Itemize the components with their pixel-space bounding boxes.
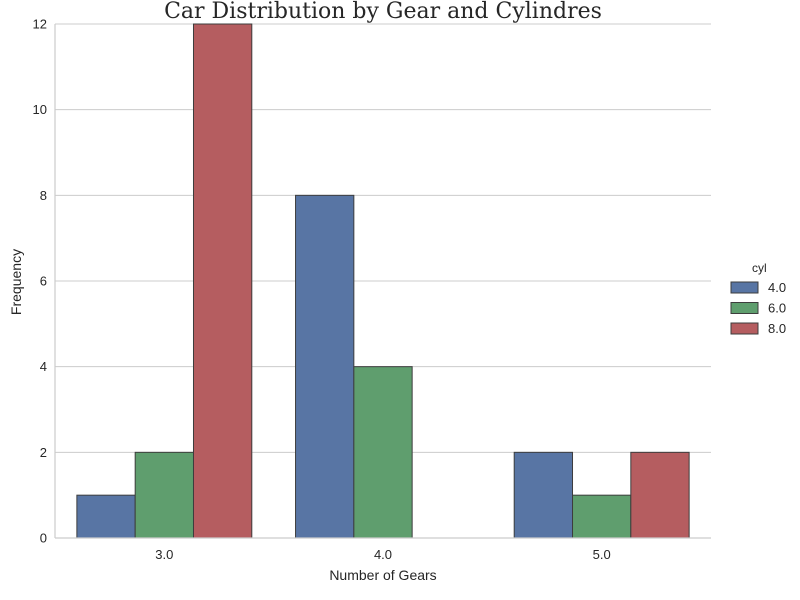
bar-cyl-4.0-gear-4.0 — [295, 194, 355, 539]
legend-title: cyl — [752, 261, 767, 275]
x-tick-label: 5.0 — [593, 547, 611, 562]
bar-cyl-4.0-gear-5.0 — [513, 451, 574, 539]
bar-cyl-6.0-gear-5.0 — [572, 494, 632, 539]
bar-cyl-6.0-gear-3.0 — [134, 451, 194, 539]
legend-label: 8.0 — [768, 321, 786, 336]
y-tick-label: 0 — [40, 531, 47, 546]
chart-title: Car Distribution by Gear and Cylindres — [164, 0, 602, 24]
y-tick-label: 10 — [33, 102, 47, 117]
axes — [54, 24, 711, 539]
legend-swatch-4.0 — [730, 281, 759, 294]
legend-label: 4.0 — [768, 280, 786, 295]
y-tick-label: 12 — [33, 17, 47, 32]
x-tick-labels: 3.0 4.0 5.0 — [155, 547, 610, 562]
legend: cyl 4.0 6.0 8.0 — [730, 261, 786, 336]
legend-items: 4.0 6.0 8.0 — [730, 280, 786, 336]
bars — [76, 23, 690, 539]
bar-cyl-6.0-gear-4.0 — [353, 366, 413, 539]
y-tick-labels: 0 2 4 6 8 10 12 — [33, 17, 47, 546]
bar-cyl-4.0-gear-3.0 — [76, 494, 136, 539]
y-tick-label: 4 — [40, 359, 47, 374]
bar-cyl-8.0-gear-5.0 — [630, 451, 690, 539]
legend-swatch-6.0 — [730, 302, 759, 314]
legend-swatch-8.0 — [730, 322, 759, 335]
x-tick-label: 4.0 — [374, 547, 392, 562]
y-tick-label: 8 — [40, 188, 47, 203]
legend-label: 6.0 — [768, 301, 786, 316]
y-tick-label: 2 — [40, 445, 47, 460]
y-axis-label: Frequency — [8, 249, 24, 315]
x-tick-label: 3.0 — [155, 547, 173, 562]
x-axis-label: Number of Gears — [329, 567, 436, 583]
y-tick-label: 6 — [40, 274, 47, 289]
bar-cyl-8.0-gear-3.0 — [192, 23, 253, 539]
